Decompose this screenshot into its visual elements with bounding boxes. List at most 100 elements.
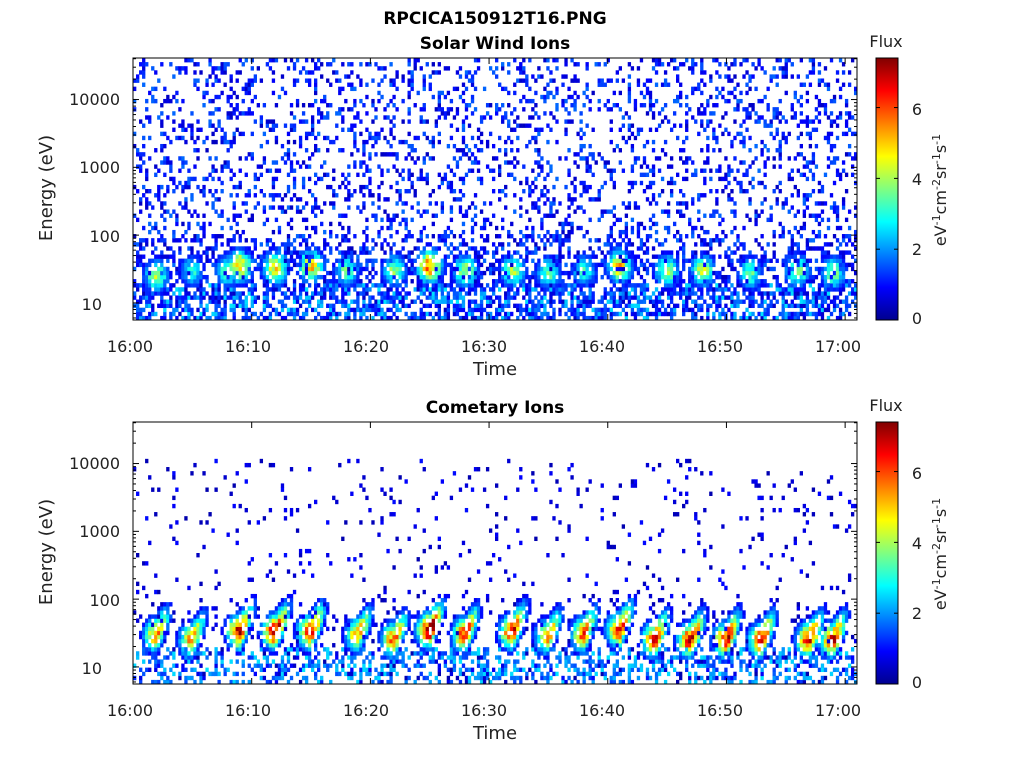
heatmap-cell-4872	[793, 90, 797, 96]
heatmap-cell-4109	[688, 258, 692, 263]
heatmap-cell-1407	[320, 250, 324, 255]
heatmap-cell-4065	[682, 254, 686, 259]
heatmap-cell-1613	[347, 82, 351, 87]
heatmap-cell-4370	[724, 303, 728, 309]
heatmap-cell-3320	[576, 62, 580, 67]
heatmap-cell-530	[202, 103, 206, 108]
heatmap-cell-1244	[298, 139, 303, 145]
heatmap-cell-3621	[621, 270, 626, 276]
heatmap-cell-1503	[335, 287, 339, 292]
heatmap-cell-1266	[301, 180, 306, 186]
heatmap-cell-1231	[298, 283, 303, 288]
heatmap-cell-3165	[555, 66, 559, 71]
heatmap-cell-1509	[335, 246, 339, 251]
heatmap-cell-3368	[582, 103, 586, 108]
heatmap-cell-2902	[525, 270, 529, 276]
heatmap-cell-4571	[751, 291, 755, 296]
heatmap-cell-2447	[461, 274, 466, 280]
heatmap-cell-4094	[685, 123, 689, 128]
heatmap-cell-2299	[440, 176, 445, 182]
heatmap-cell-792	[235, 184, 239, 190]
heatmap-cell-1858	[383, 279, 387, 284]
heatmap-cell-2267	[437, 238, 441, 243]
heatmap-cell-4161	[694, 119, 698, 124]
heatmap-cell-3415	[588, 143, 592, 149]
heatmap-cell-3753	[636, 78, 641, 83]
heatmap-cell-473	[196, 270, 200, 276]
heatmap-cell-2537	[470, 98, 475, 104]
heatmap-cell-1799	[374, 213, 378, 218]
heatmap-cell-3429	[591, 254, 595, 259]
heatmap-cell-4535	[745, 90, 749, 96]
heatmap-cell-851	[244, 295, 248, 300]
heatmap-cell-1037	[271, 254, 276, 259]
heatmap-cell-3560	[612, 246, 616, 251]
heatmap-cell-3815	[645, 90, 650, 96]
heatmap-cell-311	[175, 287, 179, 292]
heatmap-cell-2614	[482, 291, 487, 296]
heatmap-cell-783	[235, 266, 239, 272]
heatmap-cell-3364	[582, 180, 586, 186]
heatmap-cell-1513	[335, 123, 339, 128]
heatmap-cell-4670	[763, 94, 767, 100]
heatmap-cell-3260	[570, 266, 574, 272]
heatmap-cell-2897	[525, 299, 529, 304]
heatmap-cell-2570	[476, 303, 481, 309]
heatmap-cell-2092	[413, 160, 417, 165]
heatmap-cell-3414	[588, 152, 592, 157]
heatmap-cell-1948	[395, 303, 399, 309]
heatmap-cell-3865	[654, 299, 659, 304]
heatmap-cell-3807	[645, 238, 650, 243]
heatmap-cell-1918	[389, 98, 393, 104]
heatmap-cell-3769	[639, 172, 644, 178]
heatmap-cell-1695	[359, 160, 363, 165]
heatmap-cell-3219	[564, 131, 568, 137]
heatmap-cell-4639	[760, 254, 764, 259]
heatmap-cell-3547	[612, 311, 616, 317]
heatmap-cell-3504	[606, 291, 610, 296]
heatmap-cell-2296	[440, 205, 445, 210]
heatmap-cell-2885	[522, 189, 526, 194]
heatmap-cell-2379	[452, 254, 457, 259]
heatmap-cell-3511	[606, 238, 610, 243]
heatmap-cell-958	[259, 172, 264, 178]
heatmap-cell-3282	[573, 266, 577, 272]
heatmap-cell-1671	[356, 262, 360, 268]
heatmap-cell-138	[151, 283, 155, 288]
heatmap-cell-616	[214, 107, 218, 112]
heatmap-cell-1373	[314, 82, 318, 87]
heatmap-cell-4936	[802, 258, 807, 263]
heatmap-cell-1919	[389, 82, 393, 87]
heatmap-cell-3515	[606, 160, 610, 165]
heatmap-cell-4286	[712, 315, 716, 321]
heatmap-cell-2811	[513, 291, 517, 296]
heatmap-cell-2149	[422, 266, 426, 272]
heatmap-cell-3184	[558, 238, 562, 243]
heatmap-cell-517	[202, 266, 206, 272]
heatmap-cell-2195	[428, 279, 432, 284]
heatmap-cell-1175	[289, 160, 294, 165]
heatmap-cell-343	[178, 123, 182, 128]
heatmap-cell-254	[166, 266, 170, 272]
heatmap-cell-2131	[419, 234, 423, 239]
heatmap-cell-4205	[700, 123, 704, 128]
heatmap-cell-2703	[498, 279, 502, 284]
heatmap-cell-2783	[507, 160, 511, 165]
heatmap-cell-931	[253, 193, 257, 198]
heatmap-cell-1562	[344, 315, 348, 321]
heatmap-cell-2057	[407, 62, 411, 67]
heatmap-cell-2719	[498, 82, 502, 87]
heatmap-cell-656	[220, 242, 224, 247]
heatmap-cell-239	[163, 193, 167, 198]
heatmap-cell-2624	[482, 201, 487, 206]
heatmap-cell-3012	[537, 164, 541, 169]
heatmap-cell-3958	[666, 229, 671, 235]
heatmap-cell-3238	[567, 229, 571, 235]
heatmap-cell-1698	[359, 98, 363, 104]
heatmap-cell-1233	[298, 266, 303, 272]
heatmap-cell-3516	[606, 107, 610, 112]
heatmap-cell-1636	[350, 62, 354, 67]
heatmap-cell-4942	[802, 209, 807, 214]
heatmap-cell-4326	[715, 86, 719, 92]
heatmap-cell-1481	[332, 295, 336, 300]
